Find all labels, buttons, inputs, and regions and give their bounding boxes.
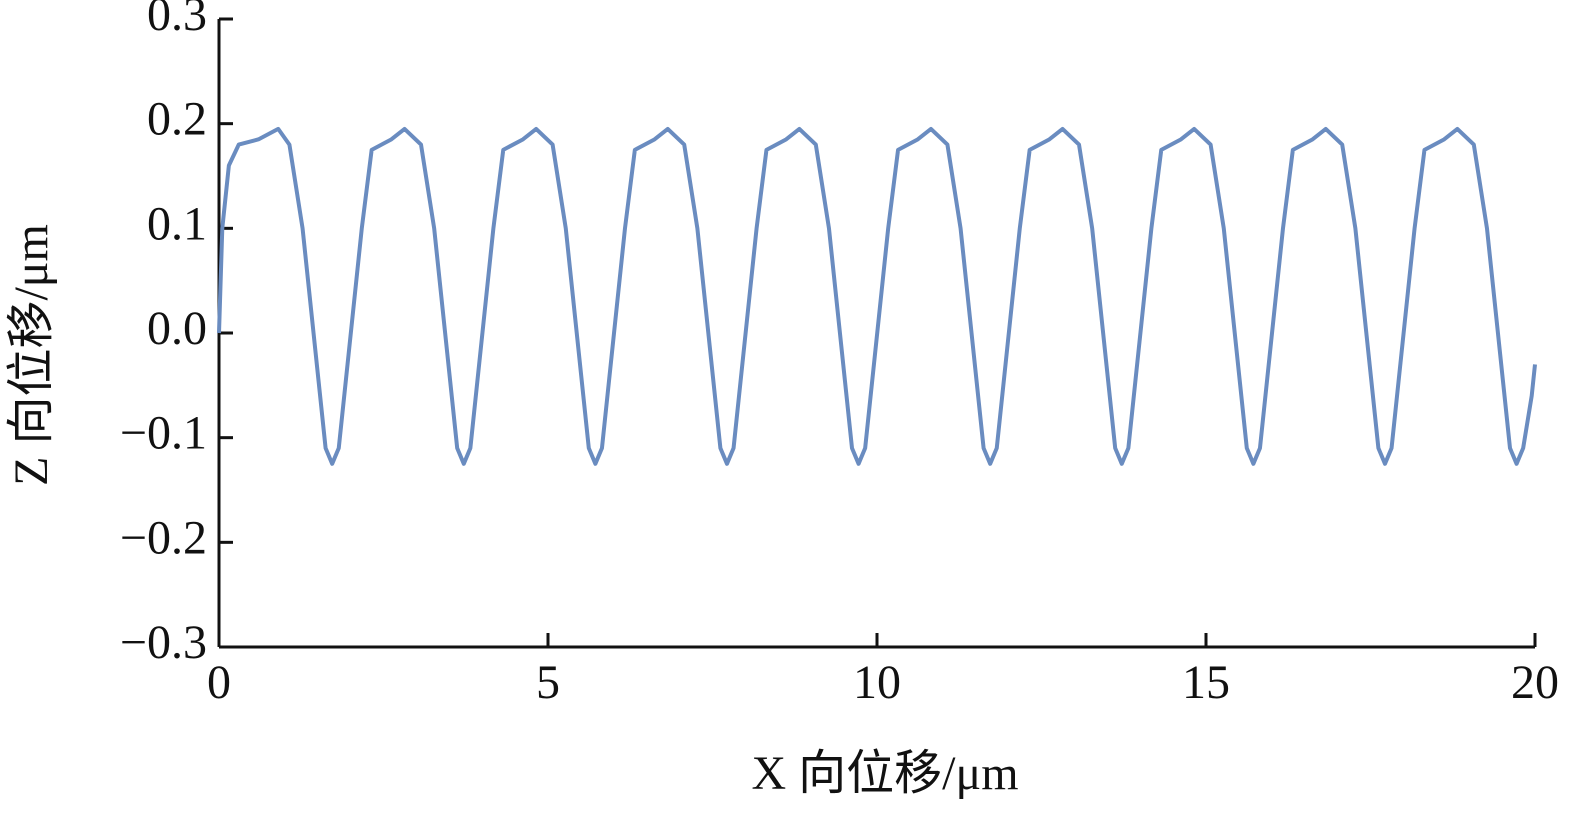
y-tick-label: −0.3 bbox=[120, 616, 207, 669]
x-tick-label: 20 bbox=[1511, 656, 1559, 709]
y-tick-label: 0.1 bbox=[147, 197, 207, 250]
x-tick-label: 0 bbox=[207, 656, 231, 709]
x-tick-label: 10 bbox=[853, 656, 901, 709]
x-tick-label: 5 bbox=[536, 656, 560, 709]
y-tick-label: −0.2 bbox=[120, 511, 207, 564]
y-axis-label: Z 向位移/μm bbox=[5, 224, 58, 486]
x-tick-label: 15 bbox=[1182, 656, 1230, 709]
y-tick-label: −0.1 bbox=[120, 407, 207, 460]
y-tick-label: 0.3 bbox=[147, 0, 207, 41]
data-line bbox=[217, 126, 1537, 466]
y-tick-label: 0.2 bbox=[147, 93, 207, 146]
x-axis-label: X 向位移/μm bbox=[751, 747, 1018, 800]
y-tick-label: 0.0 bbox=[147, 302, 207, 355]
